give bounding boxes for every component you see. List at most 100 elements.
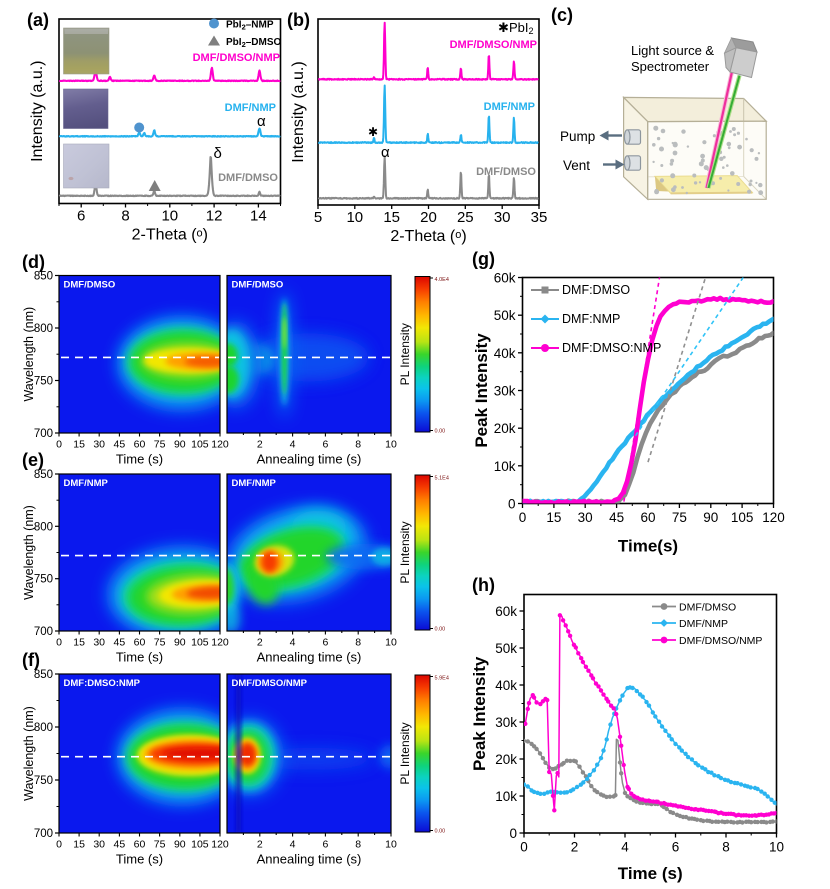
svg-text:120: 120	[762, 510, 785, 525]
svg-text:DMF/NMP: DMF/NMP	[232, 478, 277, 489]
svg-text:PL Intensity: PL Intensity	[398, 323, 412, 385]
svg-text:DMF/DMSO: DMF/DMSO	[232, 280, 284, 291]
svg-text:5: 5	[314, 209, 322, 226]
svg-text:0: 0	[56, 637, 62, 649]
svg-text:30k: 30k	[494, 384, 516, 399]
svg-text:90: 90	[174, 839, 186, 851]
svg-text:Vent: Vent	[563, 158, 590, 173]
svg-text:30: 30	[93, 839, 105, 851]
svg-text:850: 850	[34, 669, 53, 681]
svg-text:10: 10	[385, 439, 397, 451]
svg-text:10: 10	[769, 840, 784, 855]
svg-text:45: 45	[114, 439, 126, 451]
svg-text:(b): (b)	[287, 10, 310, 30]
svg-text:10: 10	[161, 208, 178, 225]
svg-text:800: 800	[34, 722, 53, 734]
svg-text:Time (s): Time (s)	[116, 452, 163, 467]
svg-text:(g): (g)	[472, 249, 495, 269]
svg-text:75: 75	[154, 839, 166, 851]
svg-text:Annealing time (s): Annealing time (s)	[257, 452, 362, 467]
svg-text:Peak Intensity: Peak Intensity	[470, 656, 489, 771]
svg-text:30k: 30k	[495, 715, 517, 730]
svg-text:DMF/DMSO/NMP: DMF/DMSO/NMP	[679, 635, 762, 647]
svg-text:75: 75	[672, 510, 687, 525]
svg-text:4: 4	[290, 439, 296, 451]
svg-text:Time (s): Time (s)	[618, 864, 683, 883]
svg-text:10k: 10k	[495, 789, 517, 804]
svg-text:4: 4	[290, 637, 296, 649]
svg-text:850: 850	[34, 271, 53, 283]
svg-text:DMF/DMSO: DMF/DMSO	[679, 602, 736, 614]
svg-text:4.0E4: 4.0E4	[435, 277, 449, 283]
svg-text:Wavelength (nm): Wavelength (nm)	[22, 706, 36, 801]
svg-text:90: 90	[174, 439, 186, 451]
svg-text:60k: 60k	[494, 271, 516, 286]
svg-text:2-Theta (o): 2-Theta (o)	[390, 228, 466, 245]
svg-text:DMF/NMP: DMF/NMP	[679, 618, 728, 630]
svg-text:(h): (h)	[472, 575, 495, 595]
svg-text:DMF/DMSO/NMP: DMF/DMSO/NMP	[193, 52, 280, 64]
svg-text:0: 0	[509, 826, 517, 841]
svg-text:750: 750	[34, 376, 53, 388]
svg-text:12: 12	[206, 208, 223, 225]
svg-text:8: 8	[355, 839, 361, 851]
svg-text:α: α	[381, 144, 390, 161]
svg-text:60: 60	[134, 439, 146, 451]
svg-text:700: 700	[34, 626, 53, 638]
svg-text:Light source &: Light source &	[631, 43, 714, 58]
svg-text:Time(s): Time(s)	[618, 537, 678, 556]
svg-text:(f): (f)	[22, 650, 40, 670]
svg-text:40k: 40k	[494, 346, 516, 361]
svg-text:50k: 50k	[495, 641, 517, 656]
svg-text:DMF:DMSO:NMP: DMF:DMSO:NMP	[562, 341, 661, 355]
svg-text:60: 60	[134, 839, 146, 851]
svg-text:20: 20	[420, 209, 437, 226]
svg-text:15: 15	[73, 637, 85, 649]
svg-text:800: 800	[34, 323, 53, 335]
svg-text:20k: 20k	[495, 752, 517, 767]
svg-text:PL Intensity: PL Intensity	[398, 521, 412, 583]
svg-text:0.00: 0.00	[435, 627, 446, 633]
svg-text:30: 30	[494, 209, 511, 226]
svg-text:700: 700	[34, 828, 53, 840]
svg-text:6: 6	[77, 208, 85, 225]
svg-text:15: 15	[73, 839, 85, 851]
svg-text:50k: 50k	[494, 308, 516, 323]
svg-text:15: 15	[73, 439, 85, 451]
svg-text:30: 30	[93, 439, 105, 451]
svg-text:8: 8	[355, 439, 361, 451]
svg-text:DMF/NMP: DMF/NMP	[64, 478, 109, 489]
svg-text:(d): (d)	[22, 252, 45, 272]
svg-text:DMF/NMP: DMF/NMP	[225, 102, 276, 114]
svg-text:8: 8	[722, 840, 730, 855]
svg-text:8: 8	[355, 637, 361, 649]
svg-text:2: 2	[571, 840, 579, 855]
svg-text:DMF:DMSO: DMF:DMSO	[562, 283, 630, 297]
svg-text:10: 10	[385, 839, 397, 851]
svg-text:14: 14	[250, 208, 267, 225]
svg-text:15: 15	[546, 510, 561, 525]
svg-text:Intensity (a.u.): Intensity (a.u.)	[290, 61, 307, 162]
svg-text:DMF/DMSO: DMF/DMSO	[64, 280, 116, 291]
svg-text:✱: ✱	[368, 125, 378, 139]
svg-text:Annealing time (s): Annealing time (s)	[257, 650, 362, 665]
svg-text:Pump: Pump	[560, 129, 595, 144]
svg-text:75: 75	[154, 637, 166, 649]
svg-text:0: 0	[56, 839, 62, 851]
svg-text:0: 0	[519, 510, 527, 525]
svg-text:✱: ✱	[498, 20, 509, 35]
svg-text:30: 30	[578, 510, 593, 525]
svg-text:0: 0	[520, 840, 528, 855]
svg-text:750: 750	[34, 574, 53, 586]
svg-text:PL Intensity: PL Intensity	[398, 722, 412, 784]
svg-text:DMF/DMSO: DMF/DMSO	[476, 166, 536, 178]
svg-text:40k: 40k	[495, 678, 517, 693]
svg-text:45: 45	[609, 510, 624, 525]
svg-text:Intensity (a.u.): Intensity (a.u.)	[29, 61, 46, 162]
svg-text:Time (s): Time (s)	[116, 852, 163, 867]
svg-text:6: 6	[322, 637, 328, 649]
svg-text:2: 2	[257, 439, 263, 451]
svg-text:4: 4	[290, 839, 296, 851]
svg-text:Wavelength (nm): Wavelength (nm)	[22, 505, 36, 600]
svg-text:PbI2–DMSO: PbI2–DMSO	[226, 37, 282, 49]
